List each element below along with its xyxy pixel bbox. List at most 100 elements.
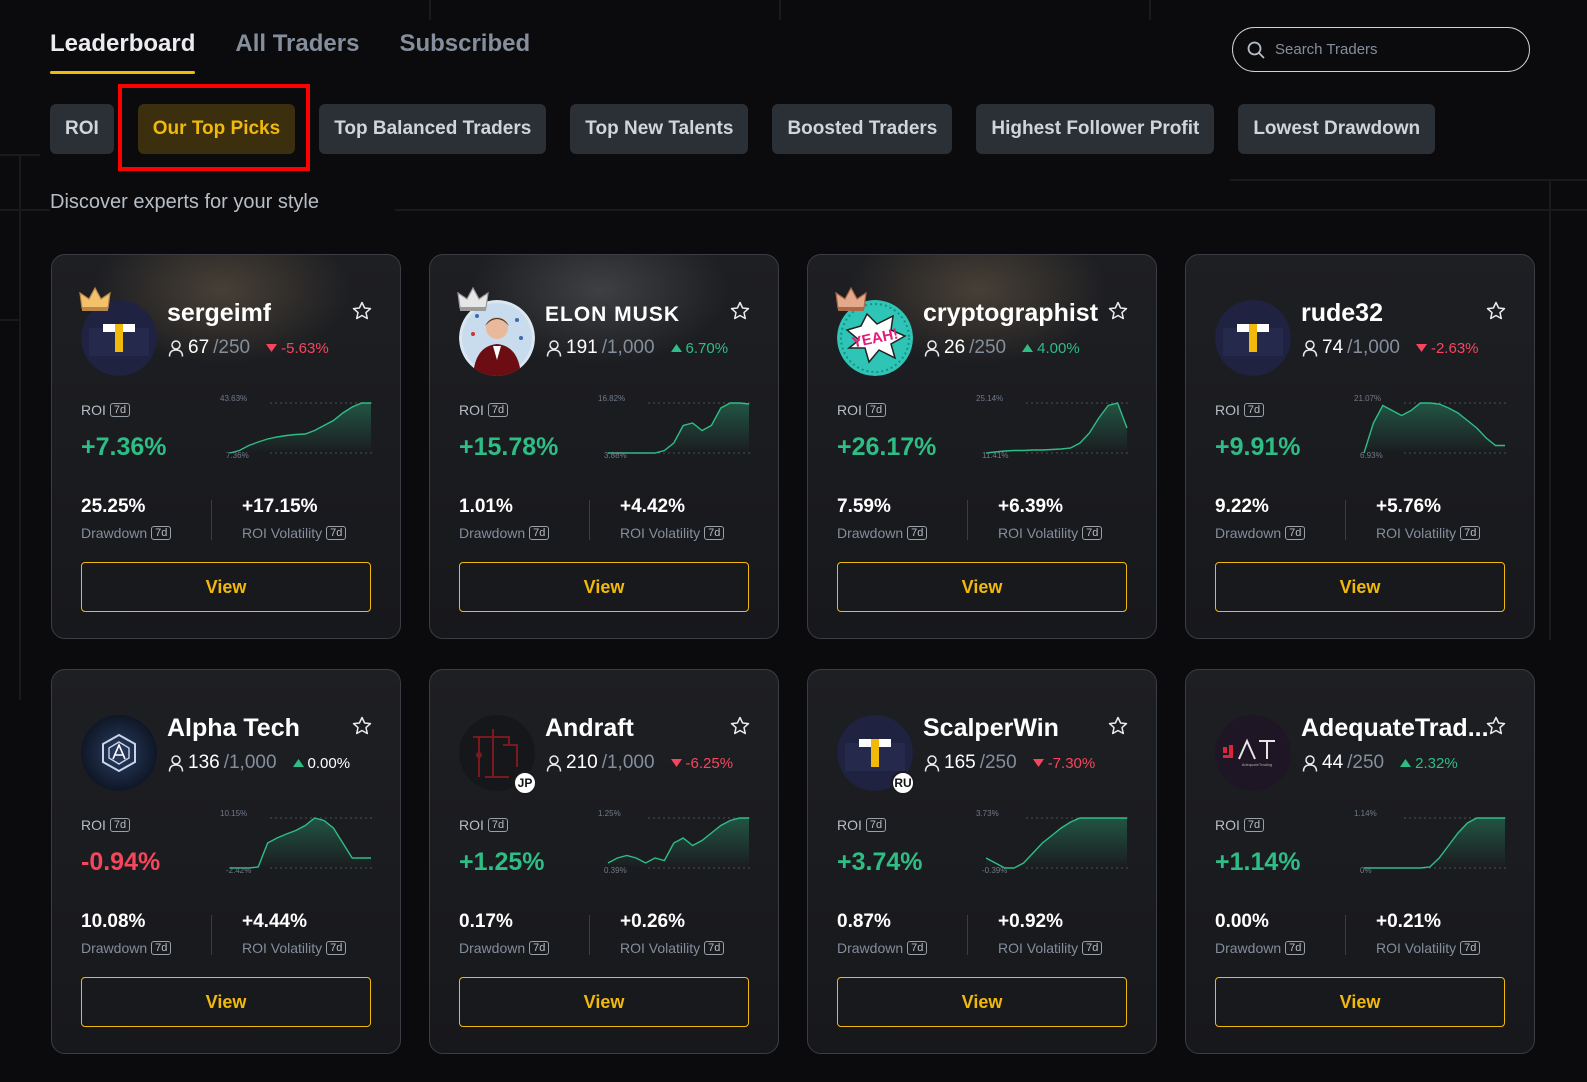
roi-volatility-stat: +17.15% ROI Volatility 7d	[242, 496, 347, 541]
andraft-icon	[459, 715, 535, 791]
elon-photo-icon	[459, 300, 535, 376]
drawdown-stat: 10.08% Drawdown 7d	[81, 911, 172, 956]
view-button[interactable]: View	[1215, 977, 1505, 1027]
trader-card[interactable]: YEAH! cryptographist 26/250 4.00% ROI 7d +26.1…	[807, 254, 1157, 639]
view-button[interactable]: View	[81, 562, 371, 612]
tab-subscribed[interactable]: Subscribed	[399, 30, 531, 57]
stat-divider	[967, 500, 968, 540]
trader-card[interactable]: RU ScalperWin 165/250 -7.30% ROI 7d +3.74% 3.73…	[807, 669, 1157, 1054]
period-tag: 7d	[109, 403, 131, 417]
filter-top-new-talents[interactable]: Top New Talents	[570, 104, 749, 154]
trader-card[interactable]: ELON MUSK 191/1,000 6.70% ROI 7d +15.78% 16.82…	[429, 254, 779, 639]
favorite-star-icon[interactable]	[1108, 716, 1128, 736]
trader-card[interactable]: sergeimf 67/250 -5.63% ROI 7d +7.36% 43.63% 7.3…	[51, 254, 401, 639]
drawdown-label: Drawdown	[81, 525, 148, 541]
trader-avatar[interactable]: JP	[459, 715, 537, 795]
filter-roi[interactable]: ROI	[50, 104, 114, 154]
favorite-star-icon[interactable]	[730, 301, 750, 321]
sparkline-area	[608, 403, 749, 453]
view-button[interactable]: View	[459, 977, 749, 1027]
roi-label: ROI 7d	[837, 402, 887, 418]
user-icon	[546, 339, 562, 357]
period-tag: 7d	[865, 818, 887, 832]
follower-current: 165	[944, 752, 976, 773]
roi-value: +7.36%	[81, 433, 167, 461]
trader-avatar[interactable]	[81, 715, 157, 791]
trader-card[interactable]: AdequateTrading AdequateTrad... 44/250 2.32…	[1185, 669, 1535, 1054]
up-triangle-icon	[1022, 344, 1034, 352]
follower-max: /250	[979, 752, 1017, 773]
trader-avatar[interactable]	[1215, 300, 1291, 376]
follower-change: 4.00%	[1022, 340, 1080, 357]
country-badge: JP	[513, 771, 537, 795]
roi-value: +1.25%	[459, 848, 545, 876]
view-button[interactable]: View	[837, 562, 1127, 612]
drawdown-stat: 0.00% Drawdown 7d	[1215, 911, 1306, 956]
favorite-star-icon[interactable]	[352, 301, 372, 321]
tab-leaderboard[interactable]: Leaderboard	[50, 30, 196, 74]
trader-card[interactable]: JP Andraft 210/1,000 -6.25% ROI 7d +1.25% 1.25%…	[429, 669, 779, 1054]
trader-card[interactable]: Alpha Tech 136/1,000 0.00% ROI 7d -0.94% 10.15…	[51, 669, 401, 1054]
follower-max: /1,000	[601, 337, 655, 358]
view-button[interactable]: View	[459, 562, 749, 612]
trader-avatar[interactable]: YEAH!	[835, 286, 913, 376]
drawdown-stat: 25.25% Drawdown 7d	[81, 496, 172, 541]
trader-card[interactable]: rude32 74/1,000 -2.63% ROI 7d +9.91% 21.07% 6.9…	[1185, 254, 1535, 639]
drawdown-stat: 0.87% Drawdown 7d	[837, 911, 928, 956]
roi-label: ROI 7d	[1215, 402, 1265, 418]
filter-highest-follower-profit[interactable]: Highest Follower Profit	[976, 104, 1215, 154]
trader-name[interactable]: rude32	[1301, 299, 1383, 327]
roi-label-text: ROI	[837, 817, 862, 833]
user-icon	[168, 339, 184, 357]
sparkline-max-label: 1.25%	[598, 809, 621, 818]
period-tag: 7d	[1082, 526, 1103, 540]
tab-all-traders[interactable]: All Traders	[235, 30, 360, 57]
roi-volatility-value: +0.92%	[998, 911, 1063, 932]
view-button[interactable]: View	[81, 977, 371, 1027]
follower-count: 74/1,000 -2.63%	[1302, 337, 1479, 359]
trader-avatar[interactable]	[79, 286, 157, 376]
follower-count: 165/250 -7.30%	[924, 752, 1095, 774]
roi-label: ROI 7d	[1215, 817, 1265, 833]
trader-name[interactable]: ELON MUSK	[545, 303, 680, 326]
sparkline-line	[608, 402, 750, 454]
trader-avatar[interactable]	[457, 286, 535, 376]
trader-avatar[interactable]: RU	[837, 715, 915, 795]
follower-max: /1,000	[223, 752, 277, 773]
user-icon	[546, 754, 562, 772]
user-icon	[168, 754, 184, 772]
search-box[interactable]	[1232, 27, 1530, 72]
search-input[interactable]	[1275, 41, 1515, 58]
filter-boosted-traders[interactable]: Boosted Traders	[772, 104, 953, 154]
trader-avatar[interactable]: AdequateTrading	[1215, 715, 1291, 791]
trader-name[interactable]: ScalperWin	[923, 714, 1059, 742]
sparkline-min-label: 0.39%	[604, 866, 627, 875]
follower-current: 210	[566, 752, 598, 773]
drawdown-value: 9.22%	[1215, 496, 1269, 517]
view-button[interactable]: View	[837, 977, 1127, 1027]
sparkline-min-label: 3.88%	[604, 451, 627, 460]
favorite-star-icon[interactable]	[1108, 301, 1128, 321]
follower-current: 44	[1322, 752, 1344, 773]
trader-name[interactable]: AdequateTrad...	[1301, 714, 1489, 742]
favorite-star-icon[interactable]	[352, 716, 372, 736]
roi-sparkline	[230, 817, 375, 869]
follower-change-value: 2.32%	[1415, 754, 1458, 772]
favorite-star-icon[interactable]	[730, 716, 750, 736]
trader-name[interactable]: cryptographist	[923, 299, 1099, 327]
trader-name[interactable]: sergeimf	[167, 299, 272, 327]
favorite-star-icon[interactable]	[1486, 301, 1506, 321]
trader-name[interactable]: Andraft	[545, 714, 634, 742]
drawdown-label: Drawdown	[837, 525, 904, 541]
filter-top-balanced-traders[interactable]: Top Balanced Traders	[319, 104, 547, 154]
trader-name[interactable]: Alpha Tech	[167, 714, 300, 742]
view-button[interactable]: View	[1215, 562, 1505, 612]
user-icon	[1302, 754, 1318, 772]
stat-divider	[211, 915, 212, 955]
filter-lowest-drawdown[interactable]: Lowest Drawdown	[1238, 104, 1436, 154]
roi-label: ROI 7d	[81, 817, 131, 833]
favorite-star-icon[interactable]	[1486, 716, 1506, 736]
down-triangle-icon	[1032, 759, 1044, 767]
filter-our-top-picks[interactable]: Our Top Picks	[137, 104, 296, 154]
sparkline-area	[986, 818, 1127, 868]
